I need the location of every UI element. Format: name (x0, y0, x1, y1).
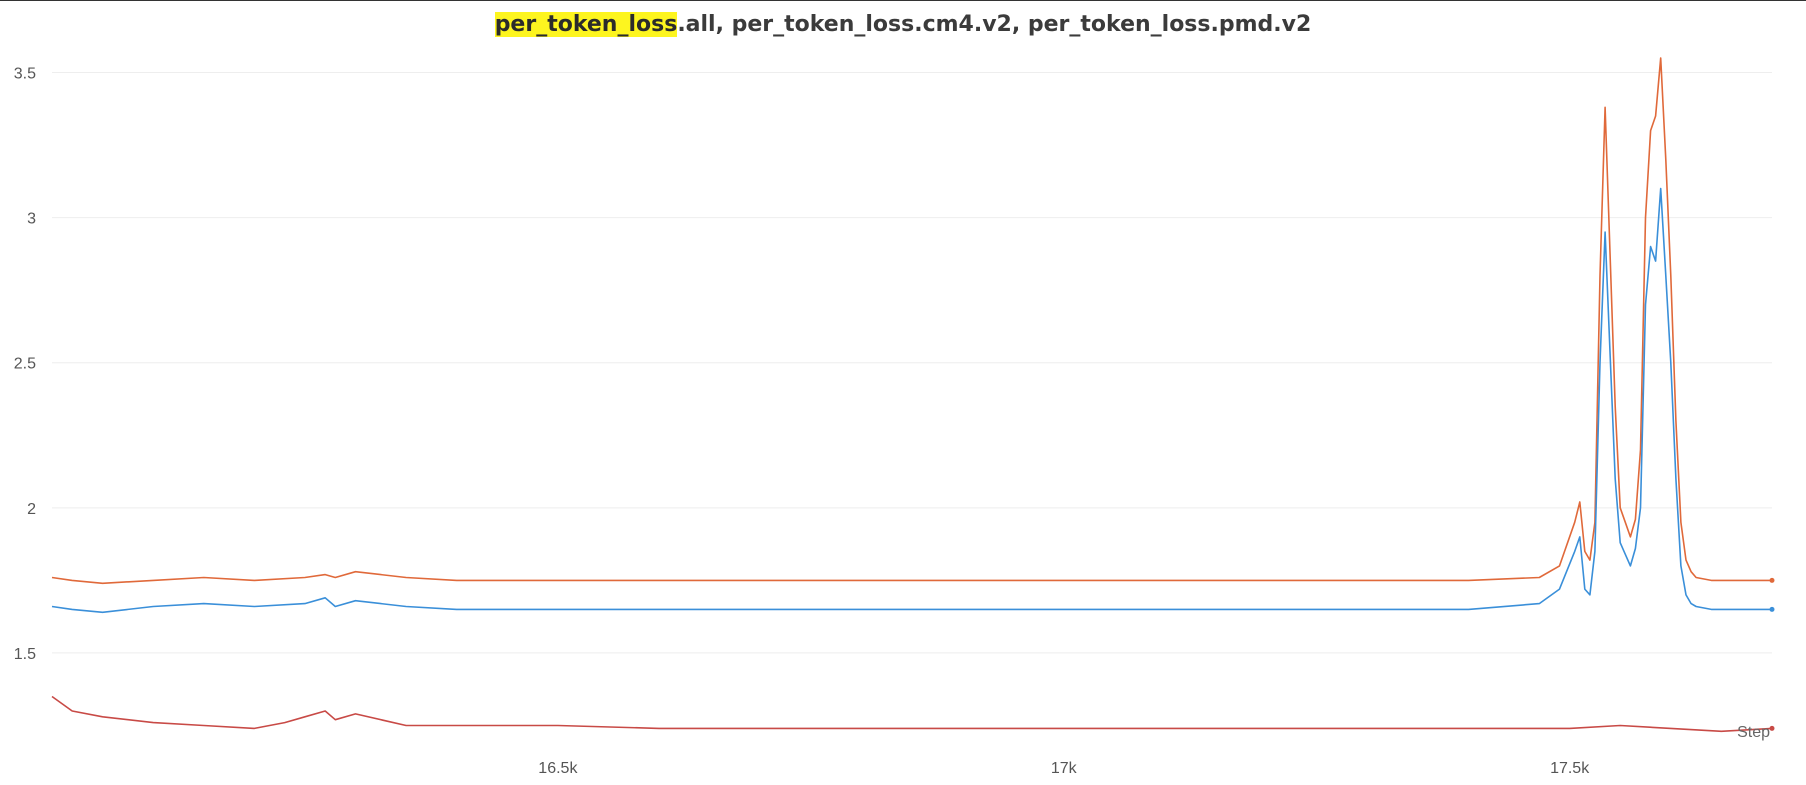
x-axis-ticks: 16.5k 17k 17.5k (538, 760, 1590, 777)
series-end-point-2 (1769, 606, 1775, 612)
y-tick-label: 3.5 (14, 66, 36, 83)
series-line-2 (51, 187, 1772, 614)
title-rest: .all, per_token_loss.cm4.v2, per_token_l… (677, 12, 1312, 37)
top-border (0, 0, 1806, 1)
chart-title: per_token_loss.all, per_token_loss.cm4.v… (0, 12, 1806, 37)
x-axis-label: Step (1737, 724, 1770, 741)
series-line-3 (51, 695, 1773, 733)
x-tick-label: 16.5k (538, 760, 578, 777)
series-layer (51, 57, 1775, 733)
y-tick-label: 2.5 (14, 356, 36, 373)
series-end-point-3 (1769, 725, 1775, 731)
title-search-highlight: per_token_loss (494, 12, 678, 37)
series-end-point-1 (1769, 577, 1775, 583)
series-line-1 (51, 57, 1772, 585)
y-tick-label: 1.5 (14, 646, 36, 663)
y-tick-label: 2 (27, 501, 36, 518)
x-tick-label: 17.5k (1550, 760, 1590, 777)
grid-layer (52, 72, 1772, 654)
y-axis-ticks: 1.5 2 2.5 3 3.5 (14, 66, 36, 663)
x-tick-label: 17k (1051, 760, 1078, 777)
y-tick-label: 3 (27, 211, 36, 228)
